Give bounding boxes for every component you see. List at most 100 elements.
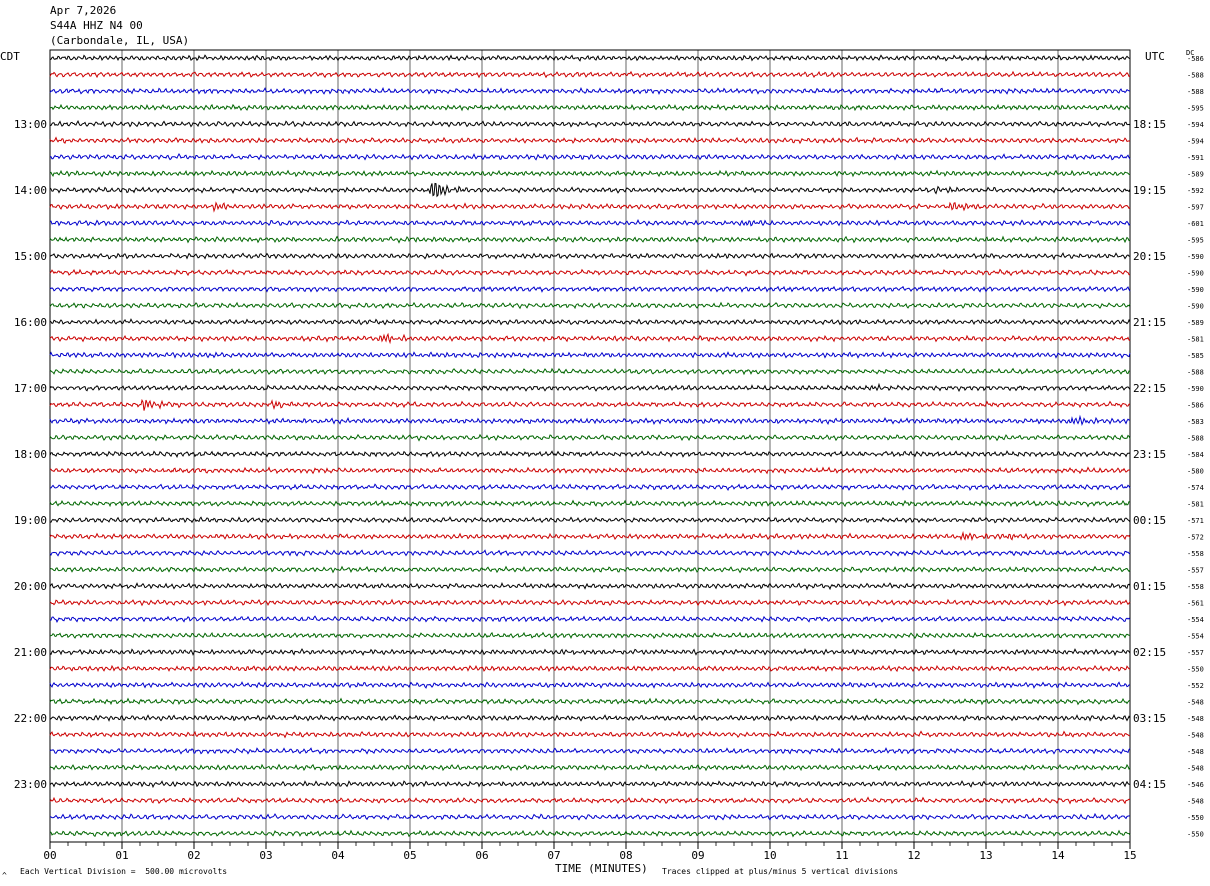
utc-hour-label: 23:15 xyxy=(1133,448,1166,461)
seismic-trace xyxy=(49,332,1131,345)
dc-offset-label: -546 xyxy=(1187,781,1204,789)
plot-frame xyxy=(49,49,1131,843)
utc-hour-label: 03:15 xyxy=(1133,712,1166,725)
seismic-trace xyxy=(49,169,1131,178)
dc-offset-label: -585 xyxy=(1187,352,1204,360)
seismic-trace xyxy=(49,153,1131,161)
seismic-trace xyxy=(49,103,1131,112)
seismic-trace xyxy=(49,598,1131,607)
seismic-trace xyxy=(49,382,1131,393)
x-tick-label: 08 xyxy=(619,849,632,862)
dc-offset-label: -548 xyxy=(1187,798,1204,806)
dc-offset-label: -597 xyxy=(1187,204,1204,212)
x-tick-label: 03 xyxy=(259,849,272,862)
dc-offset-label: -550 xyxy=(1187,814,1204,822)
seismic-trace xyxy=(49,615,1131,623)
dc-offset-label: -572 xyxy=(1187,534,1204,542)
seismic-trace xyxy=(49,466,1131,475)
seismic-trace xyxy=(49,398,1131,411)
seismic-trace xyxy=(49,70,1131,79)
x-tick-label: 01 xyxy=(115,849,128,862)
seismic-trace xyxy=(49,812,1131,821)
seismic-trace xyxy=(49,268,1131,277)
left-timezone-label: CDT xyxy=(0,50,20,63)
header-station: S44A HHZ N4 00 xyxy=(50,19,143,32)
label-group: 00 01 02 03 04 05 06 07 08 09 10 11 12 13 14 15 -586 -588… xyxy=(14,55,1204,862)
dc-offset-label: -594 xyxy=(1187,121,1204,129)
x-axis-title: TIME (MINUTES) xyxy=(555,862,648,875)
cdt-hour-label: 22:00 xyxy=(14,712,47,725)
seismic-trace xyxy=(49,450,1131,458)
dc-offset-label: -589 xyxy=(1187,171,1204,179)
dc-offset-label: -591 xyxy=(1187,154,1204,162)
cdt-hour-label: 21:00 xyxy=(14,646,47,659)
seismic-trace xyxy=(49,318,1131,326)
utc-hour-label: 22:15 xyxy=(1133,382,1166,395)
utc-hour-label: 01:15 xyxy=(1133,580,1166,593)
dc-offset-label: -557 xyxy=(1187,567,1204,575)
x-tick-label: 14 xyxy=(1051,849,1065,862)
x-tick-label: 04 xyxy=(331,849,345,862)
seismic-trace xyxy=(49,285,1131,293)
seismic-trace xyxy=(49,763,1131,772)
clip-note: Traces clipped at plus/minus 5 vertical … xyxy=(662,867,899,876)
utc-hour-label: 21:15 xyxy=(1133,316,1166,329)
cdt-hour-label: 20:00 xyxy=(14,580,47,593)
seismic-trace xyxy=(49,829,1131,838)
seismic-trace xyxy=(49,54,1131,62)
seismic-trace xyxy=(49,565,1131,574)
utc-hour-label: 00:15 xyxy=(1133,514,1166,527)
seismic-trace xyxy=(49,414,1131,427)
dc-offset-label: -595 xyxy=(1187,105,1204,113)
dc-offset-label: -584 xyxy=(1187,451,1204,459)
header-location: (Carbondale, IL, USA) xyxy=(50,34,190,47)
dc-offset-label: -601 xyxy=(1187,220,1204,228)
dc-offset-label: -548 xyxy=(1187,732,1204,740)
utc-hour-label: 18:15 xyxy=(1133,118,1166,131)
header-date: Apr 7,2026 xyxy=(50,4,117,17)
dc-offset-label: -550 xyxy=(1187,666,1204,674)
cdt-hour-label: 18:00 xyxy=(14,448,47,461)
dc-offset-label: -548 xyxy=(1187,715,1204,723)
cdt-hour-label: 13:00 xyxy=(14,118,47,131)
right-timezone-label: UTC xyxy=(1145,50,1165,63)
dc-offset-label: -590 xyxy=(1187,303,1204,311)
seismic-trace xyxy=(49,182,1131,198)
seismic-trace xyxy=(49,351,1131,359)
x-tick-label: 10 xyxy=(763,849,776,862)
utc-hour-label: 04:15 xyxy=(1133,778,1166,791)
x-tick-label: 05 xyxy=(403,849,416,862)
dc-offset-label: -590 xyxy=(1187,270,1204,278)
dc-offset-label: -550 xyxy=(1187,831,1204,839)
dc-offset-label: -548 xyxy=(1187,765,1204,773)
seismic-trace xyxy=(49,549,1131,557)
dc-offset-label: -580 xyxy=(1187,468,1204,476)
cdt-hour-label: 15:00 xyxy=(14,250,47,263)
seismic-trace xyxy=(49,235,1131,244)
x-tick-label: 06 xyxy=(475,849,488,862)
dc-offset-label: -548 xyxy=(1187,699,1204,707)
x-tick-label: 09 xyxy=(691,849,704,862)
seismic-trace xyxy=(49,697,1131,706)
seismic-trace xyxy=(49,499,1131,508)
dc-offset-label: -588 xyxy=(1187,435,1204,443)
seismic-trace xyxy=(49,747,1131,755)
trace-group xyxy=(49,54,1131,838)
dc-offset-label: -558 xyxy=(1187,583,1204,591)
x-tick-label: 13 xyxy=(979,849,992,862)
seismic-trace xyxy=(49,301,1131,310)
cdt-hour-label: 17:00 xyxy=(14,382,47,395)
dc-offset-label: -594 xyxy=(1187,138,1204,146)
dc-offset-label: -583 xyxy=(1187,418,1204,426)
dc-offset-label: -557 xyxy=(1187,649,1204,657)
seismic-trace xyxy=(49,367,1131,376)
grid-lines xyxy=(49,49,1131,849)
dc-offset-label: -595 xyxy=(1187,237,1204,245)
dc-offset-label: -581 xyxy=(1187,336,1204,344)
dc-offset-label: -552 xyxy=(1187,682,1204,690)
seismic-trace xyxy=(49,681,1131,689)
seismic-trace xyxy=(49,483,1131,491)
dc-offset-label: -590 xyxy=(1187,253,1204,261)
dc-offset-label: -586 xyxy=(1187,402,1204,410)
dc-offset-label: -548 xyxy=(1187,748,1204,756)
